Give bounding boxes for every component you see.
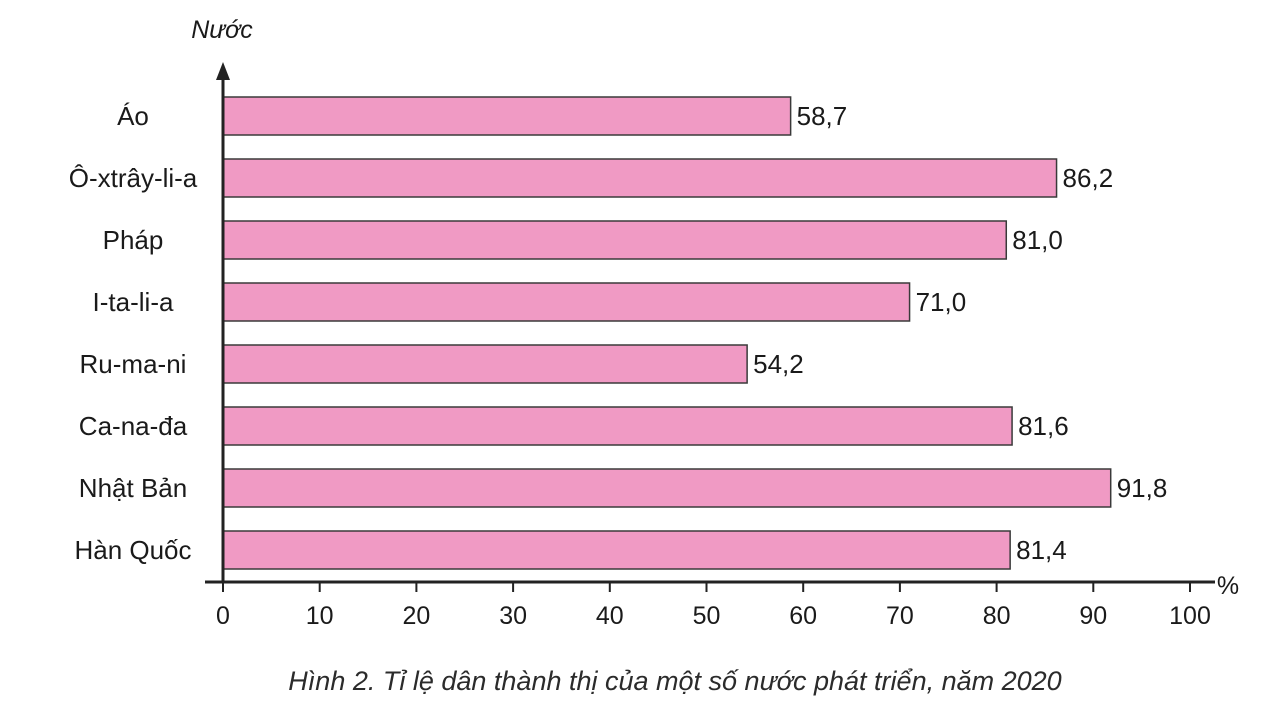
x-tick-label: 10	[306, 602, 334, 630]
data-label: 81,4	[1016, 535, 1067, 565]
y-axis-arrow	[216, 62, 230, 80]
data-label: 81,0	[1012, 225, 1063, 255]
category-label: Ô-xtrây-li-a	[69, 163, 198, 193]
bar	[222, 530, 1011, 570]
data-label: 71,0	[916, 287, 967, 317]
x-tick-label: 70	[886, 602, 914, 630]
bar	[222, 344, 748, 384]
x-tick-label: 60	[789, 602, 817, 630]
data-label: 54,2	[753, 349, 804, 379]
category-label: Ru-ma-ni	[80, 349, 187, 379]
bar	[222, 96, 792, 136]
category-label: Pháp	[103, 225, 164, 255]
x-tick-label: 0	[216, 602, 230, 630]
x-tick-label: 90	[1079, 602, 1107, 630]
figure-caption: Hình 2. Tỉ lệ dân thành thị của một số n…	[288, 666, 1062, 696]
data-label: 81,6	[1018, 411, 1069, 441]
x-tick-label: 100	[1169, 602, 1211, 630]
data-label: 58,7	[797, 101, 848, 131]
category-label: Nhật Bản	[79, 473, 187, 503]
data-label: 86,2	[1063, 163, 1114, 193]
x-tick-label: 80	[983, 602, 1011, 630]
category-label: Hàn Quốc	[74, 535, 191, 565]
bar	[222, 220, 1008, 260]
x-tick-label: 50	[693, 602, 721, 630]
bar	[222, 282, 911, 322]
bar	[222, 406, 1013, 446]
bar	[222, 468, 1112, 508]
category-label: Ca-na-đa	[79, 411, 188, 441]
x-tick-label: 20	[402, 602, 430, 630]
category-label: I-ta-li-a	[93, 287, 174, 317]
category-label: Áo	[117, 101, 149, 131]
bar	[222, 158, 1058, 198]
x-tick-label: 30	[499, 602, 527, 630]
x-axis-unit: %	[1217, 572, 1239, 600]
y-axis-title: Nước	[191, 16, 253, 44]
data-label: 91,8	[1117, 473, 1168, 503]
x-tick-label: 40	[596, 602, 624, 630]
